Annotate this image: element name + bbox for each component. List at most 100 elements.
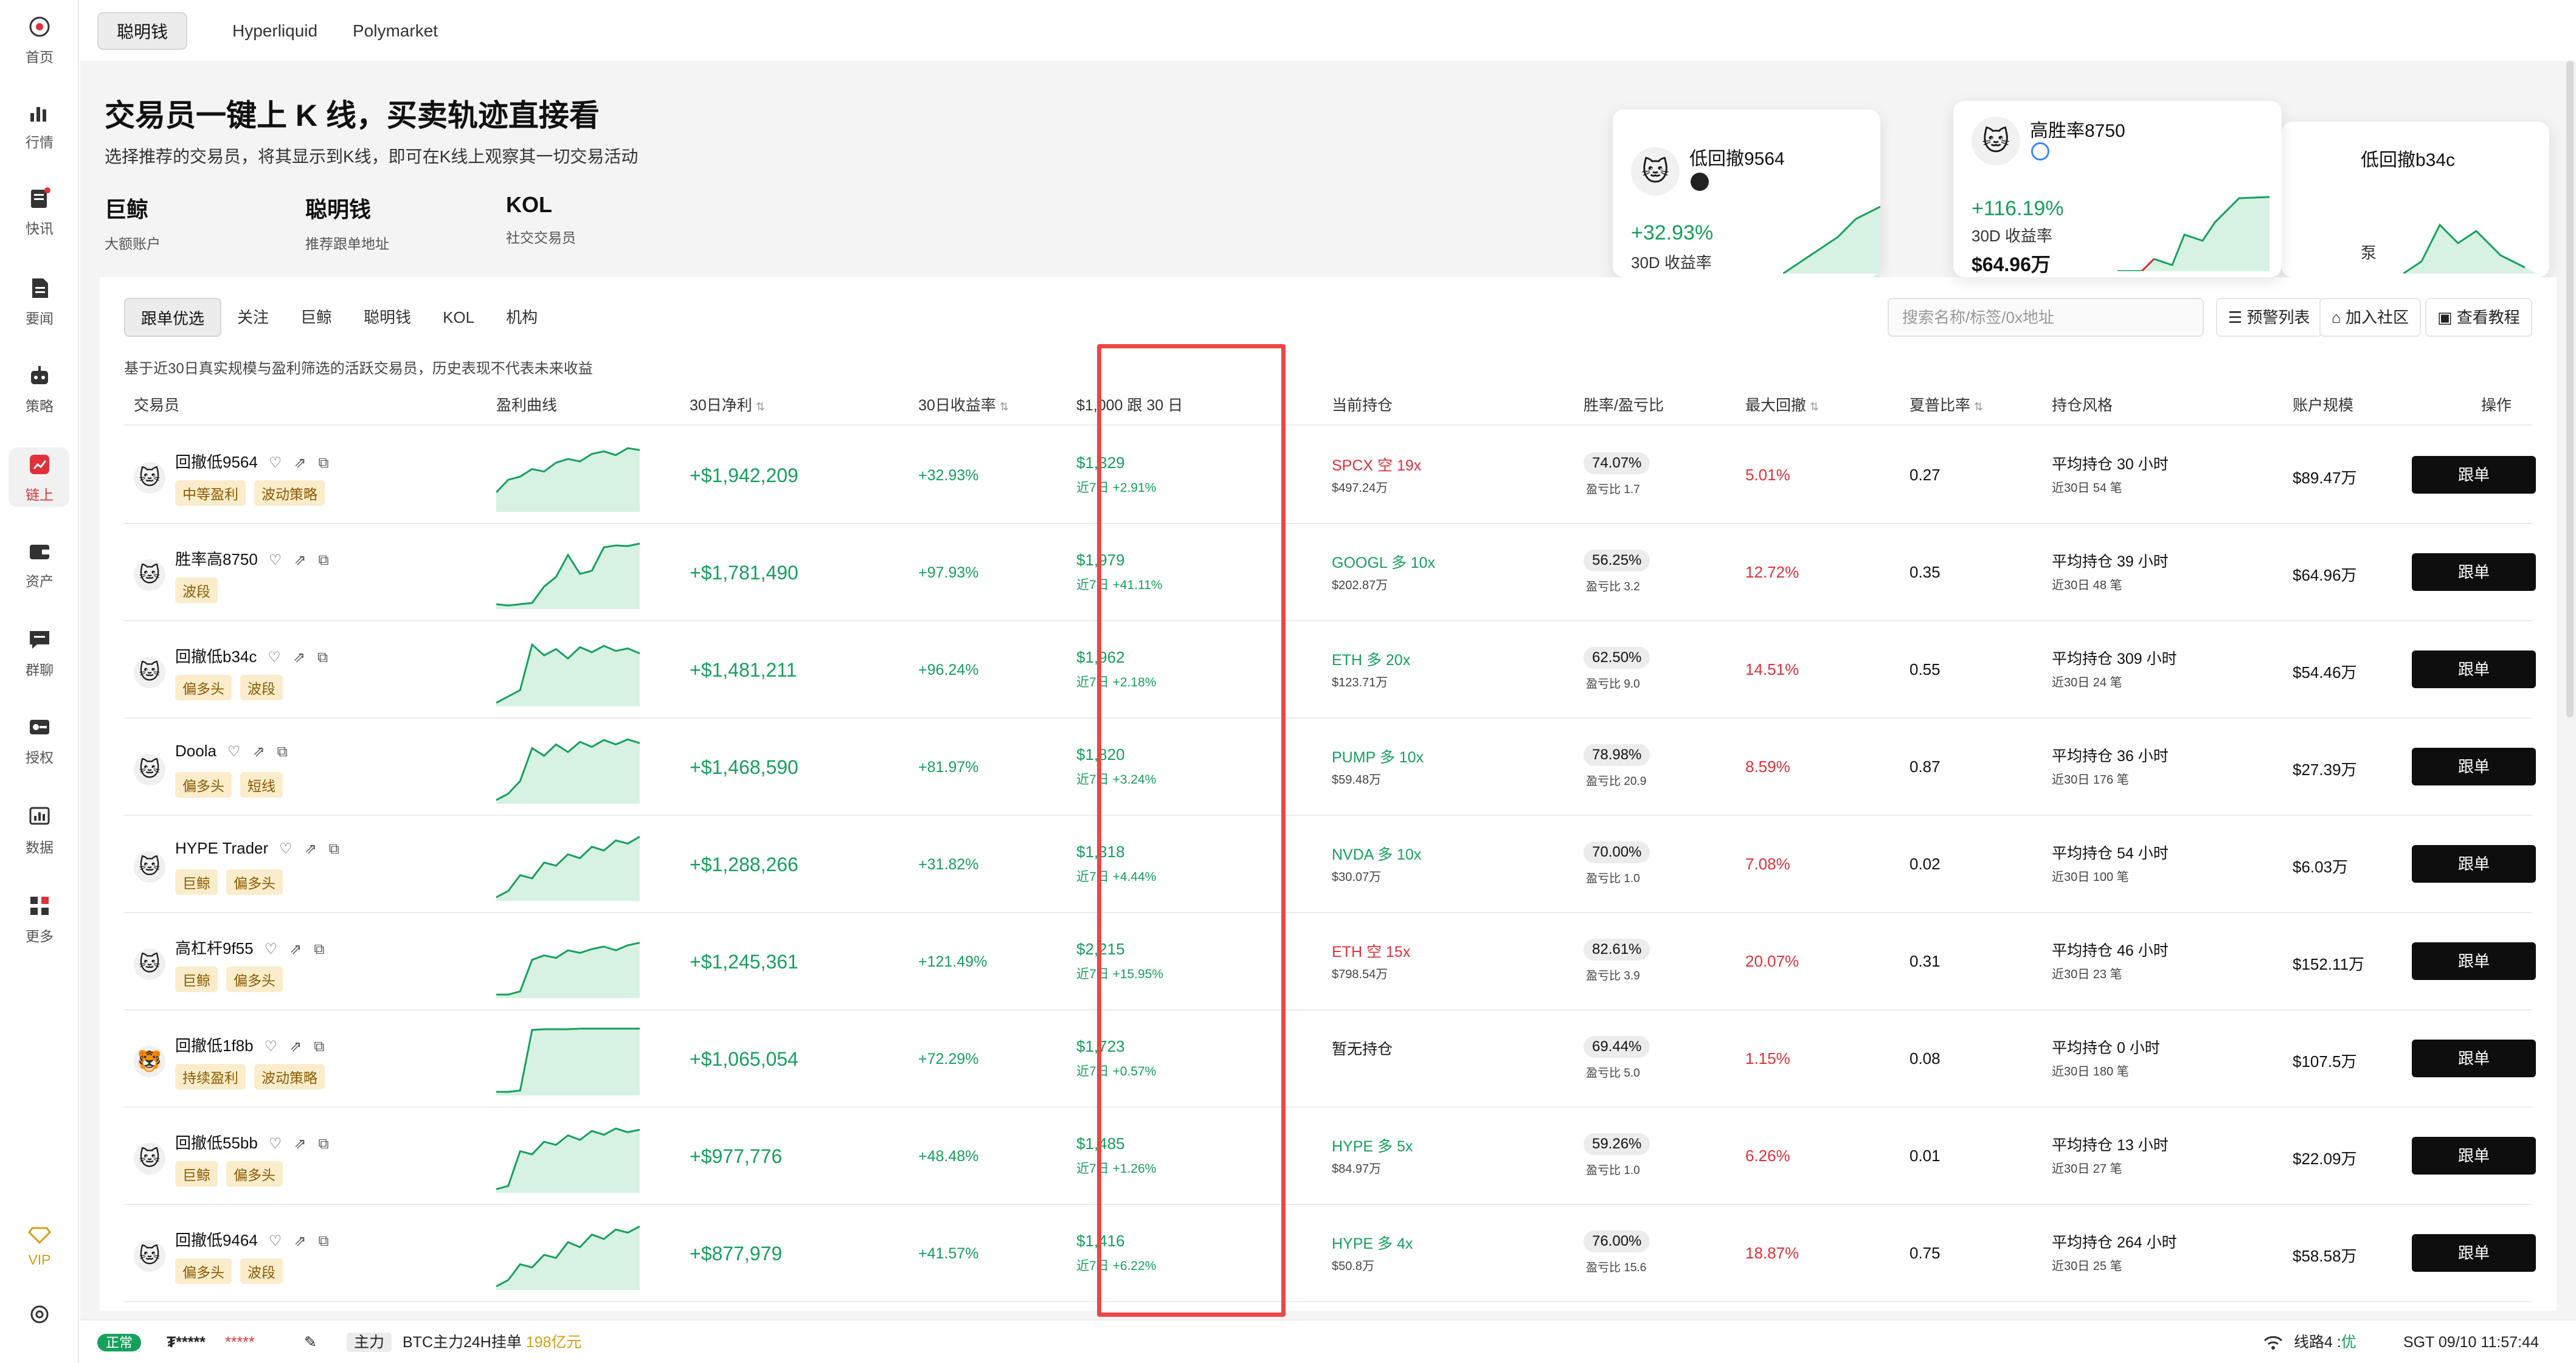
copy-icon[interactable]: ⧉ [318,552,341,568]
heart-icon[interactable]: ♡ [268,1233,294,1249]
heart-icon[interactable]: ♡ [268,552,294,568]
current-position[interactable]: HYPE 多 4x [1332,1235,1413,1252]
col-drawdown[interactable]: 最大回撤 ⇅ [1745,397,1819,414]
current-position[interactable]: GOOGL 多 10x [1332,554,1435,571]
table-row[interactable]: 🐱 回撤低b34c ♡⇗⧉ 偏多头 波段 +$1,481,211 +96.24% $… [124,621,2536,719]
copy-trade-button[interactable]: 跟单 [2412,942,2536,980]
copy-trade-button[interactable]: 跟单 [2412,1234,2536,1272]
sidebar-item-flash[interactable]: 快讯 [0,178,79,244]
sidebar-item-data[interactable]: 数据 [0,796,79,863]
copy-trade-button[interactable]: 跟单 [2412,1040,2536,1077]
network-line[interactable]: 线路4 :优 [2294,1334,2356,1351]
col-return[interactable]: 30日收益率 ⇅ [918,397,1009,414]
share-icon[interactable]: ⇗ [252,744,277,760]
btc-ticker[interactable]: BTC主力24H挂单 198亿元 [403,1334,582,1351]
search-input[interactable]: 搜索名称/标签/0x地址 [1888,298,2204,337]
sidebar-item-market[interactable]: 行情 [0,91,79,158]
current-position[interactable]: ETH 空 15x [1332,944,1411,961]
preview-card-b34c[interactable]: 低回撤b34c 泵 [2282,122,2549,277]
share-icon[interactable]: ⇗ [293,649,318,666]
sidebar-item-assets[interactable]: 资产 [0,530,79,597]
sidebar-item-authorize[interactable]: 授权 [0,706,79,773]
table-row[interactable]: 🐱 回撤低55bb ♡⇗⧉ 巨鲸 偏多头 +$977,776 +48.48% $1,… [124,1108,2536,1205]
tab-smart-money[interactable]: 聪明钱 [364,308,412,326]
copy-trade-button[interactable]: 跟单 [2412,1137,2536,1175]
tab-featured[interactable]: 跟单优选 [124,298,222,337]
copy-icon[interactable]: ⧉ [318,1233,341,1249]
sidebar-item-more[interactable]: 更多 [0,885,79,952]
heart-icon[interactable]: ♡ [268,455,294,471]
category-smart-money[interactable]: 聪明钱 推荐跟单地址 [305,192,389,253]
trader-name[interactable]: 回撤低1f8b ♡⇗⧉ [175,1033,336,1056]
heart-icon[interactable]: ♡ [279,841,305,857]
trader-name[interactable]: 胜率高8750 ♡⇗⧉ [175,547,341,570]
heart-icon[interactable]: ♡ [227,744,253,760]
share-icon[interactable]: ⇗ [294,1233,319,1249]
table-row[interactable]: 🐱 胜率高8750 ♡⇗⧉ 波段 +$1,781,490 +97.93% $1,9… [124,524,2536,621]
category-whale[interactable]: 巨鲸 大额账户 [105,192,161,253]
share-icon[interactable]: ⇗ [294,455,319,471]
copy-icon[interactable]: ⧉ [277,744,300,760]
heart-icon[interactable]: ♡ [268,649,293,666]
current-position[interactable]: NVDA 多 10x [1332,846,1422,863]
pencil-icon[interactable]: ✎ [304,1334,317,1351]
current-position[interactable]: PUMP 多 10x [1332,749,1424,766]
share-icon[interactable]: ⇗ [289,941,314,958]
sidebar-item-onchain[interactable]: 链上 [0,444,79,511]
copy-trade-button[interactable]: 跟单 [2412,845,2536,883]
category-kol[interactable]: KOL 社交交易员 [506,192,576,247]
table-row[interactable]: 🐯 回撤低1f8b ♡⇗⧉ 持续盈利 波动策略 +$1,065,054 +72.29… [124,1010,2536,1108]
tab-institution[interactable]: 机构 [506,308,538,326]
trader-name[interactable]: HYPE Trader ♡⇗⧉ [175,839,351,858]
trader-name[interactable]: 回撤低55bb ♡⇗⧉ [175,1131,341,1153]
current-position[interactable]: HYPE 多 5x [1332,1138,1413,1155]
tab-whale[interactable]: 巨鲸 [300,308,333,326]
sidebar-item-headlines[interactable]: 要闻 [0,267,79,334]
table-row[interactable]: 🐱 HYPE Trader ♡⇗⧉ 巨鲸 偏多头 +$1,288,266 +31.8… [124,816,2536,913]
col-pnl[interactable]: 30日净利 ⇅ [690,397,765,414]
join-community-button[interactable]: ⌂ 加入社区 [2319,298,2421,337]
table-row[interactable]: 🐱 Doola ♡⇗⧉ 偏多头 短线 +$1,468,590 +81.97% $1,… [124,719,2536,816]
table-row[interactable]: 🐱 回撤低9464 ♡⇗⧉ 偏多头 波段 +$877,979 +41.57% $1,… [124,1205,2536,1302]
copy-trade-button[interactable]: 跟单 [2412,650,2536,688]
tab-hyperliquid[interactable]: Hyperliquid [232,21,318,40]
share-icon[interactable]: ⇗ [289,1038,314,1055]
col-sharpe[interactable]: 夏普比率 ⇅ [1909,397,1984,414]
trader-name[interactable]: 高杠杆9f55 ♡⇗⧉ [175,936,336,959]
copy-icon[interactable]: ⧉ [317,649,341,666]
sidebar-item-vip[interactable]: VIP [0,1210,79,1277]
settings-button[interactable] [0,1286,79,1347]
tab-polymarket[interactable]: Polymarket [353,21,438,40]
trader-name[interactable]: 回撤低9564 ♡⇗⧉ [175,450,341,472]
current-position[interactable]: SPCX 空 19x [1332,457,1422,474]
preview-card-9564[interactable]: 🐱 低回撤9564 +32.93% 30D 收益率 [1613,109,1880,277]
alert-list-button[interactable]: ☰ 预警列表 [2216,298,2322,337]
sidebar-item-chat[interactable]: 群聊 [0,619,79,686]
current-position[interactable]: 暂无持仓 [1332,1041,1393,1058]
share-icon[interactable]: ⇗ [294,552,319,568]
heart-icon[interactable]: ♡ [264,941,290,958]
tab-kol[interactable]: KOL [443,308,475,326]
current-position[interactable]: ETH 多 20x [1332,652,1411,669]
sidebar-item-strategy[interactable]: 策略 [0,355,79,422]
copy-icon[interactable]: ⧉ [318,1136,341,1152]
copy-trade-button[interactable]: 跟单 [2412,748,2536,785]
preview-card-8750[interactable]: 🐱 高胜率8750 +116.19% 30D 收益率 $64.96万 [1953,101,2282,277]
share-icon[interactable]: ⇗ [294,1136,319,1152]
tutorial-button[interactable]: ▣ 查看教程 [2425,298,2532,337]
copy-trade-button[interactable]: 跟单 [2412,456,2536,494]
copy-icon[interactable]: ⧉ [314,941,337,958]
copy-trade-button[interactable]: 跟单 [2412,553,2536,591]
heart-icon[interactable]: ♡ [264,1038,290,1055]
table-row[interactable]: 🐱 回撤低9564 ♡⇗⧉ 中等盈利 波动策略 +$1,942,209 +32.93… [124,427,2536,524]
trader-name[interactable]: 回撤低9464 ♡⇗⧉ [175,1228,341,1251]
tab-following[interactable]: 关注 [237,308,269,326]
copy-icon[interactable]: ⧉ [314,1038,337,1055]
copy-icon[interactable]: ⧉ [328,841,351,857]
trader-name[interactable]: 回撤低b34c ♡⇗⧉ [175,644,340,667]
copy-icon[interactable]: ⧉ [318,455,341,471]
table-row[interactable]: 🐱 高杠杆9f55 ♡⇗⧉ 巨鲸 偏多头 +$1,245,361 +121.49% … [124,913,2536,1010]
share-icon[interactable]: ⇗ [304,841,329,857]
trader-name[interactable]: Doola ♡⇗⧉ [175,742,300,761]
tab-smart-money[interactable]: 聪明钱 [97,12,188,50]
